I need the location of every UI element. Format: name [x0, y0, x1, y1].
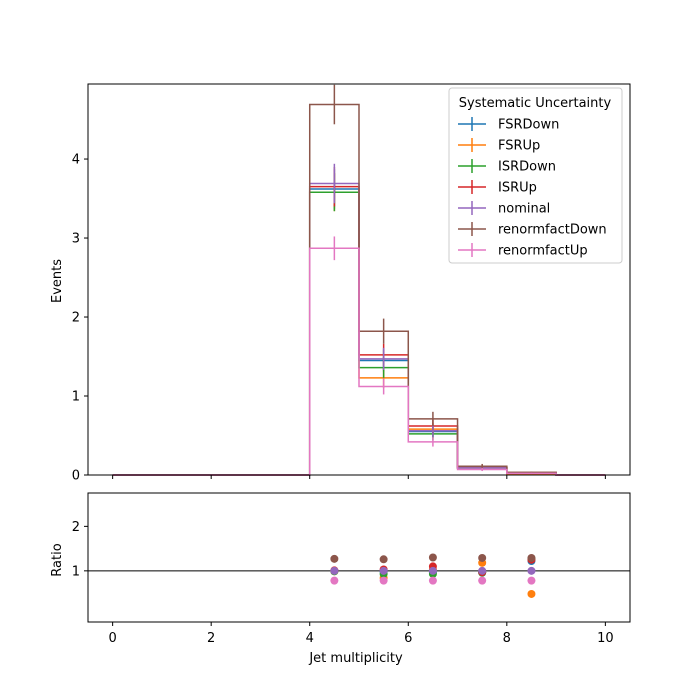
x-tick-label: 2	[207, 631, 215, 646]
legend-box	[448, 87, 623, 264]
ratio-panel: 1 2 0 2 4 6 8 10	[72, 492, 631, 646]
y-tick-label-main: 3	[72, 232, 80, 247]
main-axes-frame	[87, 83, 631, 476]
ratio-point	[379, 576, 388, 585]
ratio-point	[379, 566, 388, 575]
legend-title: Systematic Uncertainty	[459, 96, 612, 111]
legend-item-FSRUp: FSRUp	[458, 138, 540, 154]
main-panel: 0 1 2 3 4	[72, 83, 631, 484]
ratio-point	[428, 566, 437, 575]
legend-label: FSRUp	[498, 139, 540, 154]
legend-label: ISRDown	[498, 160, 556, 175]
x-tick-label: 6	[404, 631, 412, 646]
ratio-point	[527, 589, 536, 598]
legend: FSRDown FSRUp ISRDown ISRUp nominal renormfac…	[448, 87, 623, 264]
ratio-series-renormfactUp	[330, 576, 536, 585]
y-tick-label-main: 0	[72, 469, 80, 484]
legend-item-ISRDown: ISRDown	[458, 159, 556, 175]
ratio-series-renormfactDown	[330, 553, 536, 564]
ratio-point	[330, 554, 339, 563]
ratio-point	[330, 566, 339, 575]
legend-label: renormfactDown	[498, 223, 607, 238]
x-tick-label: 4	[306, 631, 314, 646]
ratio-series-nominal	[330, 566, 536, 575]
series-renormfactUp	[112, 236, 606, 476]
x-tick-label: 8	[503, 631, 511, 646]
ratio-point	[478, 576, 487, 585]
y-axis-label-ratio: Ratio	[50, 543, 65, 576]
ratio-point	[379, 555, 388, 564]
x-axis-label: Jet multiplicity	[308, 651, 403, 666]
legend-label: nominal	[498, 202, 550, 217]
ratio-point	[428, 576, 437, 585]
legend-label: renormfactUp	[498, 244, 588, 259]
y-axis-label-main: Events	[50, 259, 65, 303]
ratio-point	[330, 576, 339, 585]
x-tick-label: 0	[108, 631, 116, 646]
ratio-point	[478, 566, 487, 575]
legend-label: FSRDown	[498, 118, 559, 133]
legend-item-ISRUp: ISRUp	[458, 180, 537, 196]
legend-item-FSRDown: FSRDown	[458, 117, 559, 133]
y-tick-label-main: 2	[72, 311, 80, 326]
y-tick-label-main: 4	[72, 153, 80, 168]
x-tick-label: 10	[597, 631, 614, 646]
ratio-point	[527, 553, 536, 562]
y-tick-label-main: 1	[72, 390, 80, 405]
histogram-step-renormfactUp	[112, 247, 606, 476]
legend-label: ISRUp	[498, 181, 537, 196]
legend-item-nominal: nominal	[458, 201, 550, 217]
y-tick-label-ratio: 2	[72, 520, 80, 535]
legend-item-renormfactUp: renormfactUp	[458, 243, 588, 259]
y-tick-label-ratio: 1	[72, 564, 80, 579]
ratio-point	[527, 576, 536, 585]
legend-item-renormfactDown: renormfactDown	[458, 222, 607, 238]
ratio-point	[527, 566, 536, 575]
ratio-point	[428, 553, 437, 562]
ratio-point	[478, 553, 487, 562]
ratio-axes-frame	[87, 492, 631, 623]
